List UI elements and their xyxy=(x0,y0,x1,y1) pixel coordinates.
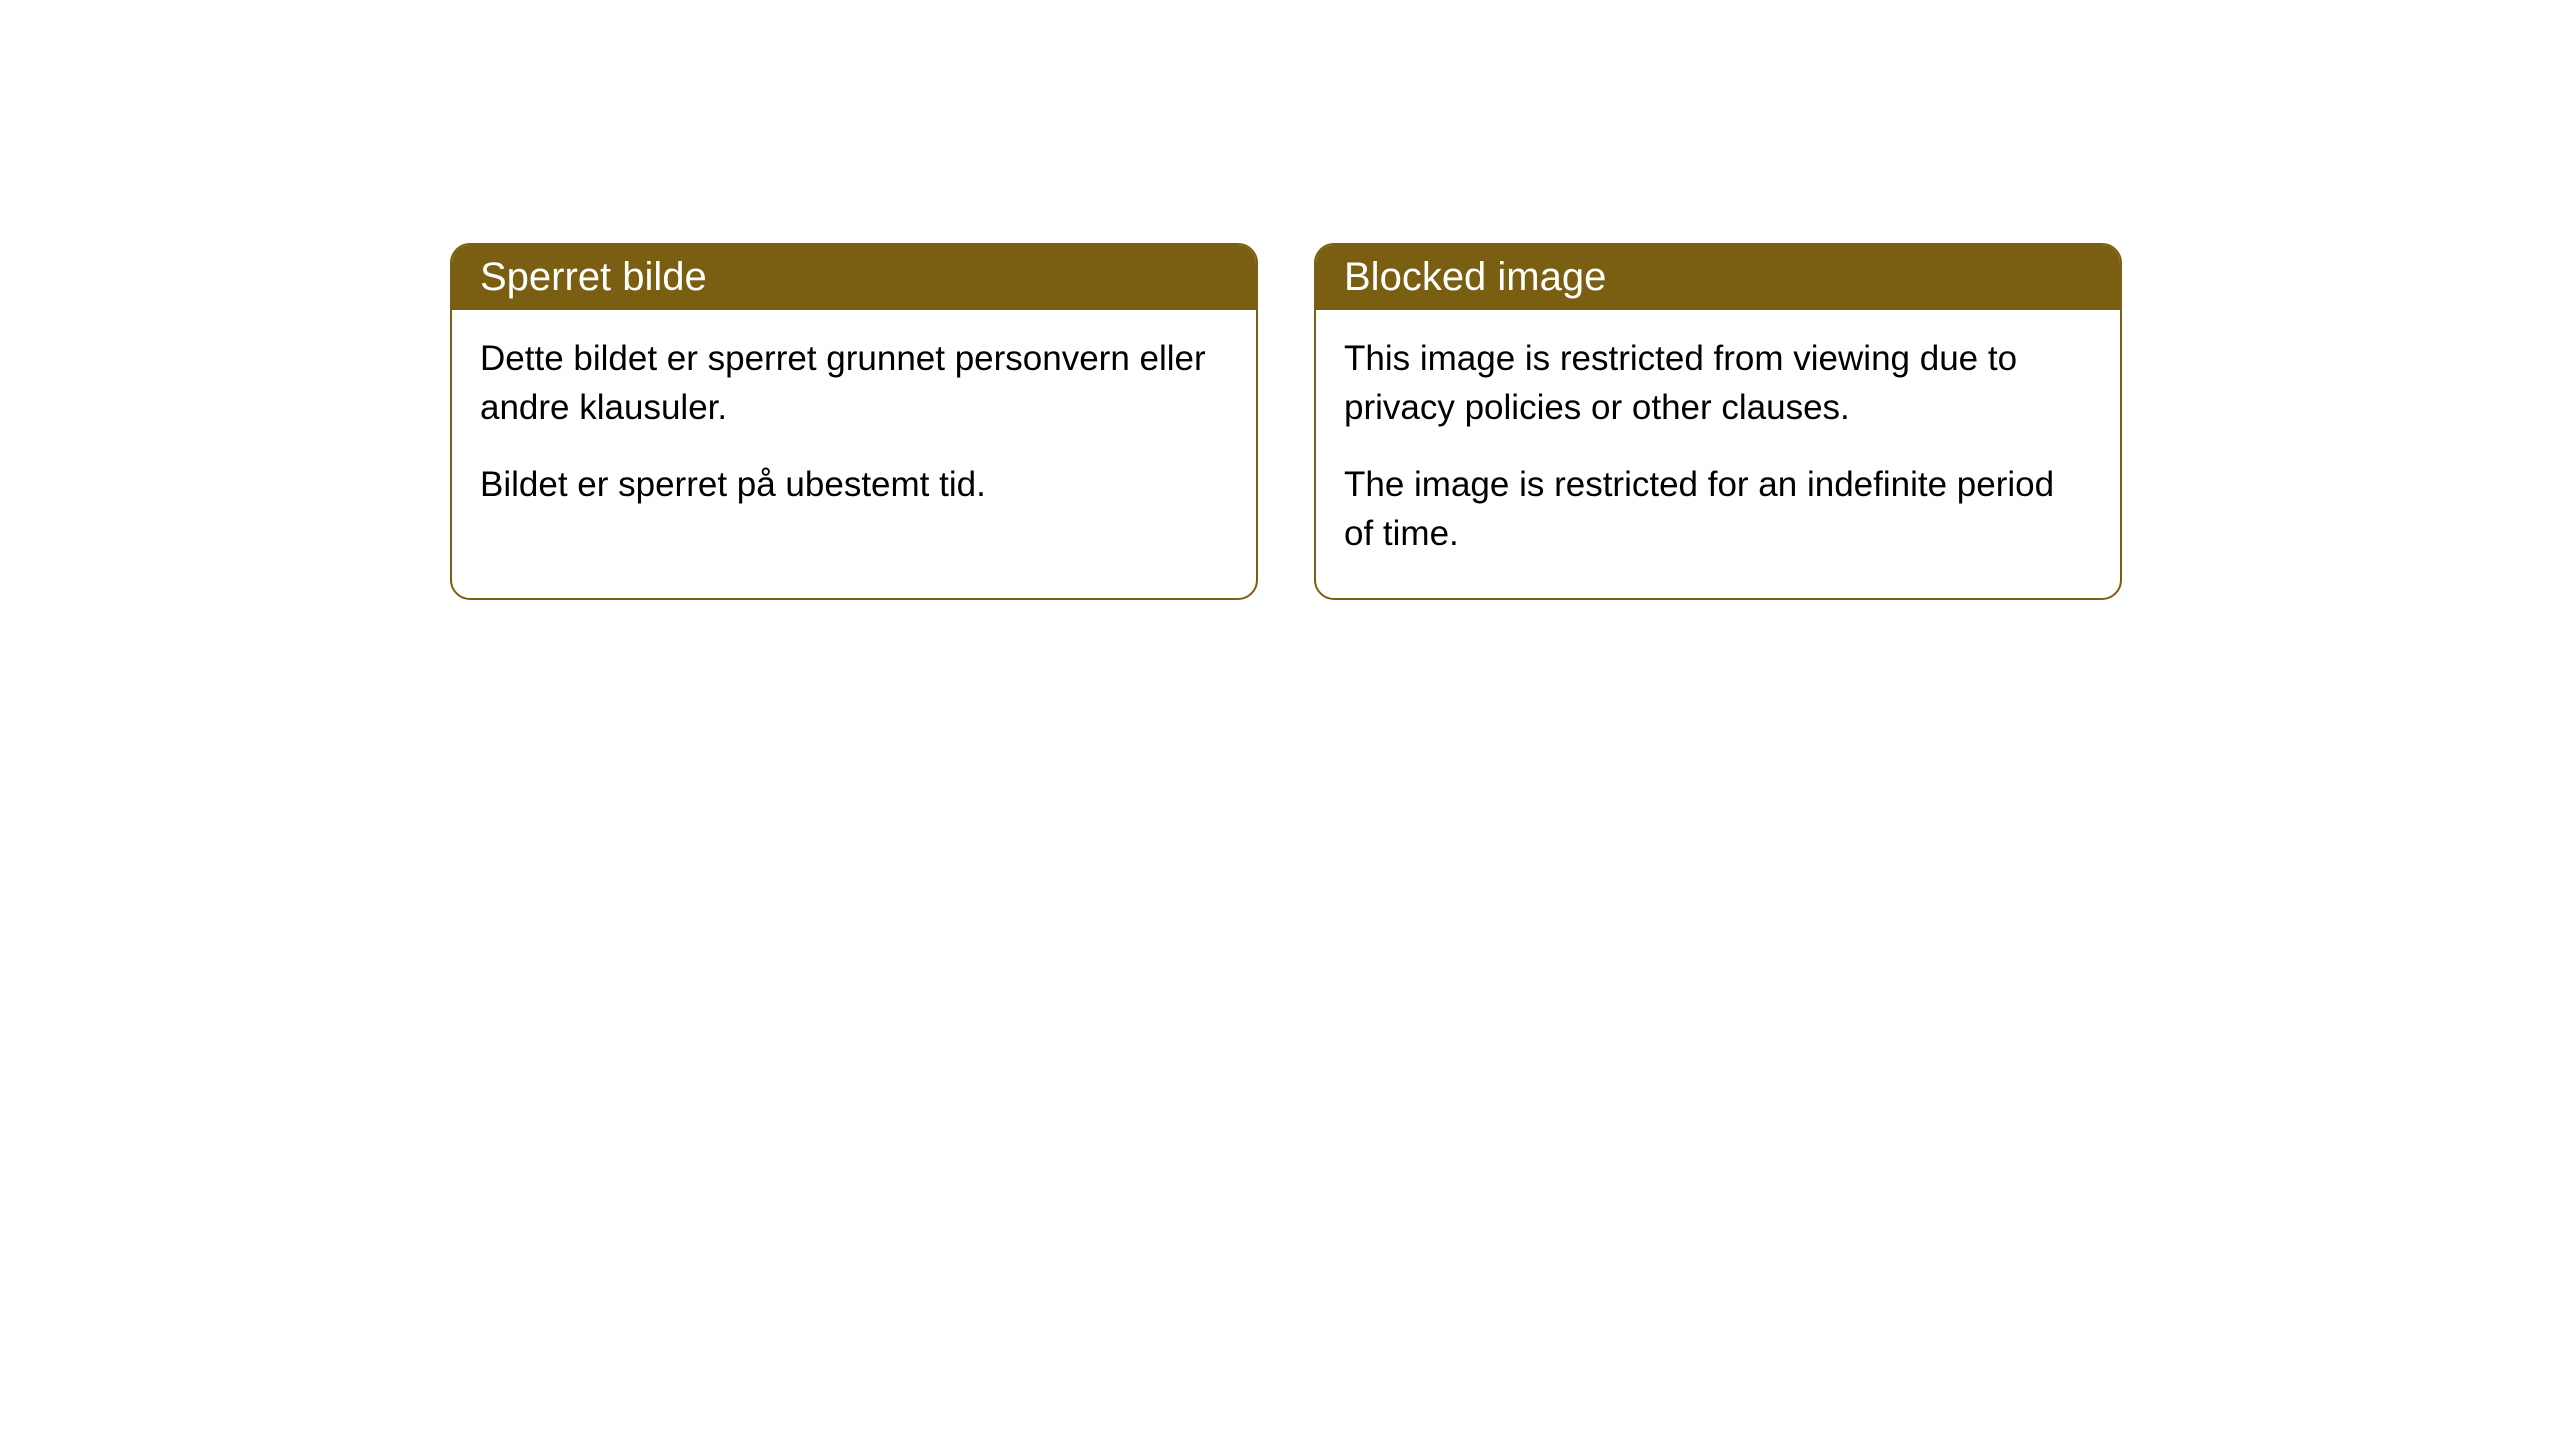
card-body: This image is restricted from viewing du… xyxy=(1316,310,2120,598)
card-title: Blocked image xyxy=(1344,255,1606,299)
card-body: Dette bildet er sperret grunnet personve… xyxy=(452,310,1256,549)
notice-cards-container: Sperret bilde Dette bildet er sperret gr… xyxy=(450,243,2122,600)
card-header: Blocked image xyxy=(1316,245,2120,310)
card-paragraph: This image is restricted from viewing du… xyxy=(1344,334,2092,432)
notice-card-english: Blocked image This image is restricted f… xyxy=(1314,243,2122,600)
notice-card-norwegian: Sperret bilde Dette bildet er sperret gr… xyxy=(450,243,1258,600)
card-title: Sperret bilde xyxy=(480,255,707,299)
card-paragraph: The image is restricted for an indefinit… xyxy=(1344,460,2092,558)
card-header: Sperret bilde xyxy=(452,245,1256,310)
card-paragraph: Bildet er sperret på ubestemt tid. xyxy=(480,460,1228,509)
card-paragraph: Dette bildet er sperret grunnet personve… xyxy=(480,334,1228,432)
